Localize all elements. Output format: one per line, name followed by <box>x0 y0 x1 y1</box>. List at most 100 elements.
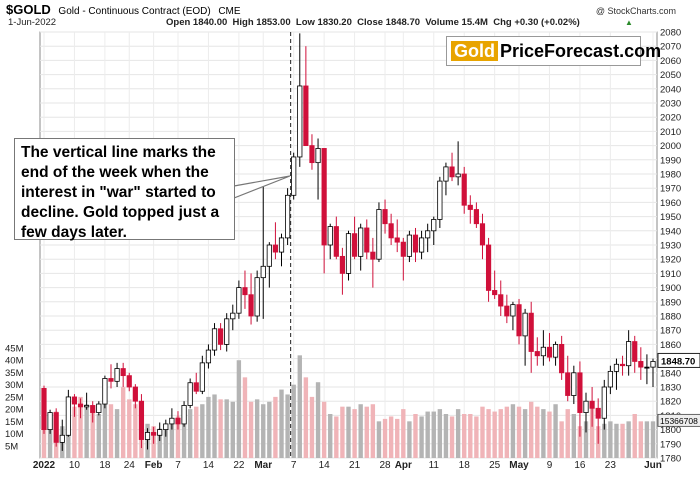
candle-body <box>425 230 431 239</box>
svg-text:$GOLD Gold - Continuous Co: $GOLD Gold - Continuous Contract (EOD) C… <box>6 2 241 17</box>
volume-bar <box>407 421 412 458</box>
volume-bar <box>90 406 95 458</box>
candle-body <box>650 361 656 368</box>
date-tick-label: 22 <box>233 460 245 471</box>
candle-body <box>187 382 193 406</box>
volume-bar <box>498 409 503 458</box>
volume-bar <box>462 414 467 458</box>
candle-body <box>613 363 620 372</box>
volume-bar <box>608 421 613 458</box>
volume-tick-label: 25M <box>5 392 24 403</box>
candle-body <box>90 405 96 413</box>
volume-bar <box>443 414 449 458</box>
date-tick-label: 18 <box>99 460 111 471</box>
volume-bar <box>254 399 260 458</box>
price-tick-label: 1990 <box>660 155 681 166</box>
volume-bar <box>632 414 637 458</box>
volume-bar <box>541 409 546 458</box>
candle-body <box>644 366 650 369</box>
volume-bar <box>553 404 558 458</box>
date-tick-label: 14 <box>203 460 215 471</box>
candle-body <box>114 368 120 382</box>
volume-bar <box>187 409 193 458</box>
candle-body <box>431 219 437 232</box>
candle-body <box>291 156 297 196</box>
volume-bar <box>206 396 211 458</box>
price-tick-label: 1820 <box>660 397 681 408</box>
candle-body <box>370 251 376 260</box>
price-tick-label: 1930 <box>660 241 681 252</box>
annotation-callout: The vertical line marks the end of the w… <box>14 138 235 241</box>
candle-body <box>285 194 291 239</box>
price-tick-label: 1840 <box>660 368 681 379</box>
price-tick-label: 1880 <box>660 312 681 323</box>
volume-bar <box>486 409 491 458</box>
date-tick-label: 28 <box>379 460 391 471</box>
price-tick-label: 1790 <box>660 439 681 450</box>
volume-bar <box>224 399 229 458</box>
volume-bar <box>504 406 510 458</box>
volume-bar <box>230 401 235 458</box>
volume-bar <box>437 409 443 458</box>
candle-body <box>619 363 626 367</box>
volume-bar <box>328 414 333 458</box>
logo-rest: PriceForecast.com <box>500 41 662 61</box>
candle-body <box>339 255 346 274</box>
candle-body <box>534 351 540 357</box>
volume-bar <box>388 416 394 458</box>
last-price-tag-box <box>657 352 700 368</box>
date-tick-label: Apr <box>395 460 412 471</box>
volume-bar <box>218 399 223 458</box>
volume-bar <box>84 404 89 458</box>
volume-tick-label: 45M <box>5 344 24 355</box>
logo-gold: Gold <box>451 41 498 61</box>
volume-bar <box>303 377 309 458</box>
exchange: CME <box>218 6 241 17</box>
volume-bar <box>364 406 369 458</box>
volume-bar <box>589 406 595 458</box>
candle-body <box>400 241 406 257</box>
candle-body <box>59 434 65 443</box>
volume-bar <box>114 409 120 458</box>
candle-body <box>102 378 108 405</box>
candle-body <box>461 173 467 206</box>
volume-bar <box>395 418 400 458</box>
volume-bar <box>382 418 388 458</box>
annotation-line-3: interest in "war" started to <box>21 184 216 201</box>
candle-body <box>157 429 163 436</box>
volume-bar <box>455 409 461 458</box>
goldpriceforecast-logo: Gold PriceForecast.com <box>446 36 661 66</box>
price-tick-label: 1960 <box>660 198 681 209</box>
candle-body <box>211 328 218 351</box>
volume-bar <box>133 404 138 458</box>
last-volume-tag: 15366708 <box>660 416 698 426</box>
price-tick-label: 2060 <box>660 56 681 67</box>
candle-body <box>236 287 242 314</box>
volume-bar <box>267 401 272 458</box>
date-tick-label: 2022 <box>33 460 56 471</box>
price-tick-label: 2000 <box>660 141 681 152</box>
candle-body <box>266 244 272 267</box>
candle-body <box>309 145 315 164</box>
candle-body <box>71 396 78 405</box>
volume-bar <box>315 382 321 458</box>
candle-body <box>65 396 71 436</box>
candle-body <box>260 265 266 279</box>
candle-body <box>333 226 339 257</box>
volume-bar <box>102 389 108 458</box>
volume-bar <box>650 421 656 458</box>
candle-body <box>552 343 559 358</box>
volume-bar <box>321 401 327 458</box>
volume-bar <box>626 421 631 458</box>
candle-body <box>376 209 382 260</box>
price-tick-label: 1870 <box>660 326 681 337</box>
volume-bar <box>242 377 248 458</box>
volume-tick-label: 40M <box>5 356 24 367</box>
volume-bar <box>200 404 205 458</box>
price-tick-label: 1980 <box>660 170 681 181</box>
candle-body <box>175 417 181 425</box>
candle-body <box>449 166 455 178</box>
candle-body <box>632 341 638 362</box>
volume-bar <box>602 423 607 458</box>
